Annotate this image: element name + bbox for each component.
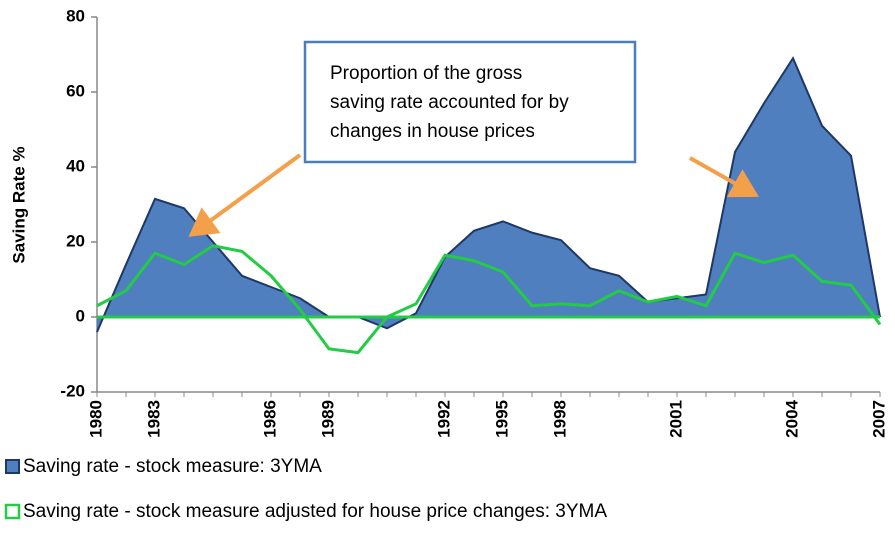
y-tick-label: 40: [66, 156, 85, 175]
y-tick-label: 0: [76, 306, 85, 325]
x-tick-label: 1998: [550, 400, 569, 438]
line: [96, 244, 882, 355]
legend-label: Saving rate - stock measure: 3YMA: [23, 456, 322, 477]
legend-swatch: [4, 503, 21, 520]
x-tick-label: 1995: [492, 400, 511, 438]
x-tick-label: 1983: [144, 400, 163, 438]
arrow: [188, 153, 302, 237]
y-tick-label: 20: [66, 231, 85, 250]
annotation-box: [303, 40, 637, 164]
annotation-text: saving rate accounted for by: [330, 92, 569, 113]
y-tick-label: -20: [60, 381, 85, 400]
legend-swatch: [5, 459, 20, 474]
y-axis-label: Saving Rate %: [9, 146, 28, 263]
y-tick-label: 60: [66, 81, 85, 100]
area: [97, 58, 880, 332]
x-tick-label: 2001: [666, 400, 685, 438]
annotation-text: Proportion of the gross: [330, 63, 522, 84]
arrow: [689, 156, 759, 198]
x-tick-label: 1980: [86, 400, 105, 438]
x-tick-label: 1992: [434, 400, 453, 438]
x-tick-label: 2004: [782, 399, 801, 437]
x-tick-label: 2007: [869, 400, 888, 438]
area-outline: [96, 56, 881, 333]
plot: -20 0 20 40 60 80 1980 1983 1986 1989 1992 1995 1998…: [60, 6, 888, 437]
annotation: Proportion of the gross saving rate acco…: [188, 40, 759, 237]
x-tick-label: 1986: [260, 400, 279, 438]
legend-label: Saving rate - stock measure adjusted for…: [23, 501, 607, 522]
y-tick-label: 80: [66, 6, 85, 25]
annotation-text: changes in house prices: [330, 121, 535, 142]
x-tick-label: 1989: [318, 400, 337, 438]
